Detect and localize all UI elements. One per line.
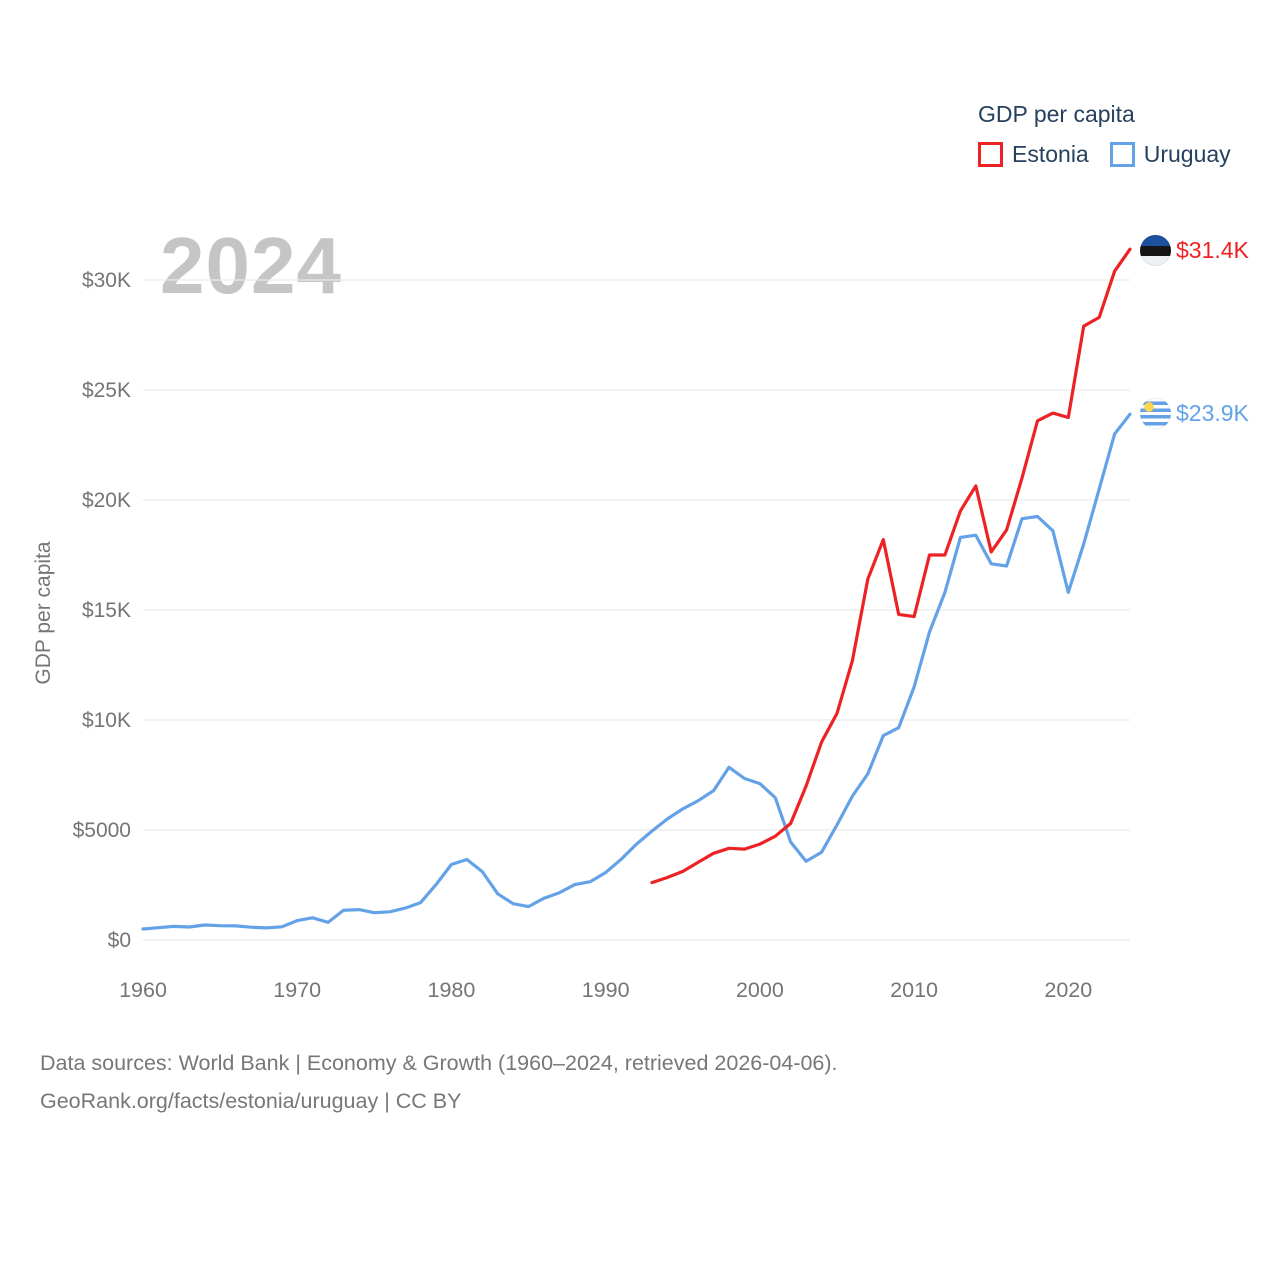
y-tick-label: $0 <box>108 929 131 952</box>
legend-item-estonia[interactable]: Estonia <box>978 141 1089 168</box>
data-source-footer: Data sources: World Bank | Economy & Gro… <box>40 1044 838 1120</box>
y-tick-label: $30K <box>82 269 131 292</box>
y-tick-label: $10K <box>82 709 131 732</box>
uruguay-line[interactable] <box>141 412 1132 931</box>
legend-item-label: Estonia <box>1012 141 1089 167</box>
y-tick-label: $5000 <box>73 819 131 842</box>
y-tick-label: $15K <box>82 599 131 622</box>
x-tick-label: 1970 <box>273 978 321 1002</box>
uruguay-swatch-icon <box>1109 142 1135 167</box>
x-tick-label: 2020 <box>1044 978 1092 1002</box>
chart-legend: GDP per capita Estonia Uruguay <box>978 101 1231 168</box>
y-tick-label: $25K <box>82 379 131 402</box>
x-tick-label: 1960 <box>119 978 167 1002</box>
legend-item-uruguay[interactable]: Uruguay <box>1109 141 1231 168</box>
estonia-line[interactable] <box>650 247 1132 885</box>
uruguay-flag-icon <box>1140 398 1171 429</box>
y-axis-title: GDP per capita <box>32 541 55 685</box>
x-tick-label: 2000 <box>736 978 784 1002</box>
estonia-swatch-icon <box>978 142 1003 167</box>
legend-item-label: Uruguay <box>1143 141 1231 167</box>
estonia-end-value-label: $31.4K <box>1176 237 1249 263</box>
legend-items: Estonia Uruguay <box>978 141 1231 168</box>
legend-title: GDP per capita <box>978 101 1135 127</box>
y-tick-label: $20K <box>82 489 131 512</box>
x-tick-label: 1980 <box>428 978 476 1002</box>
footer-line-1: Data sources: World Bank | Economy & Gro… <box>40 1051 838 1075</box>
x-tick-label: 2010 <box>890 978 938 1002</box>
estonia-flag-icon <box>1140 235 1171 266</box>
x-tick-label: 1990 <box>582 978 630 1002</box>
gdp-line-chart: $0 $5000 $10K $15K $20K $25K $30K 1960 1970 1980 1… <box>32 247 1132 1002</box>
footer-line-2: GeoRank.org/facts/estonia/uruguay | CC B… <box>40 1089 462 1113</box>
year-watermark: 2024 <box>160 221 342 310</box>
uruguay-end-value-label: $23.9K <box>1176 400 1249 426</box>
